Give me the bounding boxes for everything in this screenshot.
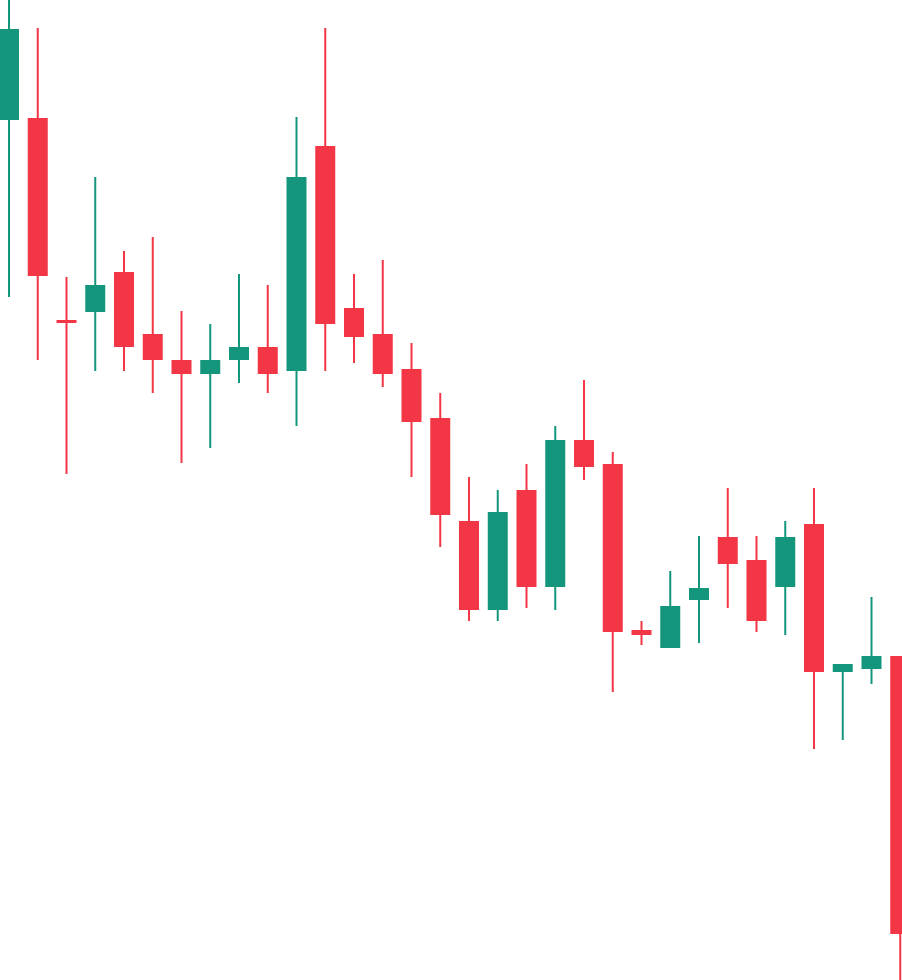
candle-wick (841, 664, 844, 740)
candle-22 (602, 452, 623, 692)
candle-1 (0, 0, 19, 297)
candle-wick (238, 274, 240, 383)
candle-25 (689, 536, 709, 643)
candle-wick (870, 597, 873, 684)
candle-body-down (804, 524, 824, 672)
candle-body-down (401, 369, 422, 422)
candle-32 (890, 656, 902, 980)
candle-body-up (660, 606, 681, 648)
candle-19 (516, 464, 537, 608)
candle-body-down (27, 118, 48, 276)
candle-23 (631, 621, 652, 645)
candle-21 (574, 380, 594, 480)
candle-12 (315, 28, 336, 371)
candle-body-down (717, 537, 738, 564)
candle-wick (94, 177, 97, 371)
candle-body-down (430, 418, 451, 515)
candle-wick (65, 277, 68, 474)
candle-body-up (861, 656, 882, 669)
candle-10 (257, 285, 278, 393)
candle-body-up (200, 360, 221, 374)
candle-wick (151, 237, 154, 393)
candle-body-up (85, 285, 106, 312)
candle-30 (832, 664, 853, 740)
candle-14 (372, 260, 393, 387)
candle-wick (8, 0, 10, 297)
candle-4 (85, 177, 106, 371)
candle-body-down (890, 656, 902, 934)
candle-body-up (0, 29, 19, 120)
candle-2 (27, 28, 48, 360)
candle-15 (401, 343, 422, 477)
candle-5 (114, 251, 134, 371)
candle-body-down (142, 334, 163, 360)
candle-body-up (775, 537, 796, 587)
candle-13 (344, 274, 364, 363)
candle-wick (381, 260, 384, 387)
candle-26 (717, 488, 738, 608)
candle-body-down (344, 308, 364, 337)
candle-body-down (631, 630, 652, 635)
candle-20 (545, 426, 566, 610)
candle-body-down (114, 272, 134, 347)
candle-body-down (171, 360, 192, 374)
candle-wick (583, 380, 585, 480)
candle-8 (200, 324, 221, 448)
candle-27 (746, 536, 767, 632)
candle-wick (209, 324, 212, 448)
candle-body-down (372, 334, 393, 374)
candle-body-down (602, 464, 623, 632)
candle-29 (804, 488, 824, 749)
candle-body-down (574, 440, 594, 467)
candle-31 (861, 597, 882, 684)
candle-9 (229, 274, 249, 383)
candle-body-down (459, 521, 479, 610)
candle-3 (56, 277, 77, 474)
candle-wick (180, 311, 183, 463)
candle-17 (459, 477, 479, 621)
candle-body-down (56, 320, 77, 323)
candle-body-up (545, 440, 566, 587)
candle-body-up (689, 588, 709, 600)
candle-body-down (315, 146, 336, 324)
candle-body-up (229, 347, 249, 360)
candle-11 (286, 117, 307, 426)
candle-28 (775, 521, 796, 635)
candle-6 (142, 237, 163, 393)
candle-16 (430, 393, 451, 547)
candle-body-up (286, 177, 307, 371)
candle-18 (487, 490, 508, 621)
candle-7 (171, 311, 192, 463)
candle-body-down (257, 347, 278, 374)
candle-body-down (746, 560, 767, 621)
candle-24 (660, 571, 681, 648)
candle-wick (266, 285, 269, 393)
candle-body-up (832, 664, 853, 672)
candle-body-up (487, 512, 508, 610)
candle-body-down (516, 490, 537, 587)
